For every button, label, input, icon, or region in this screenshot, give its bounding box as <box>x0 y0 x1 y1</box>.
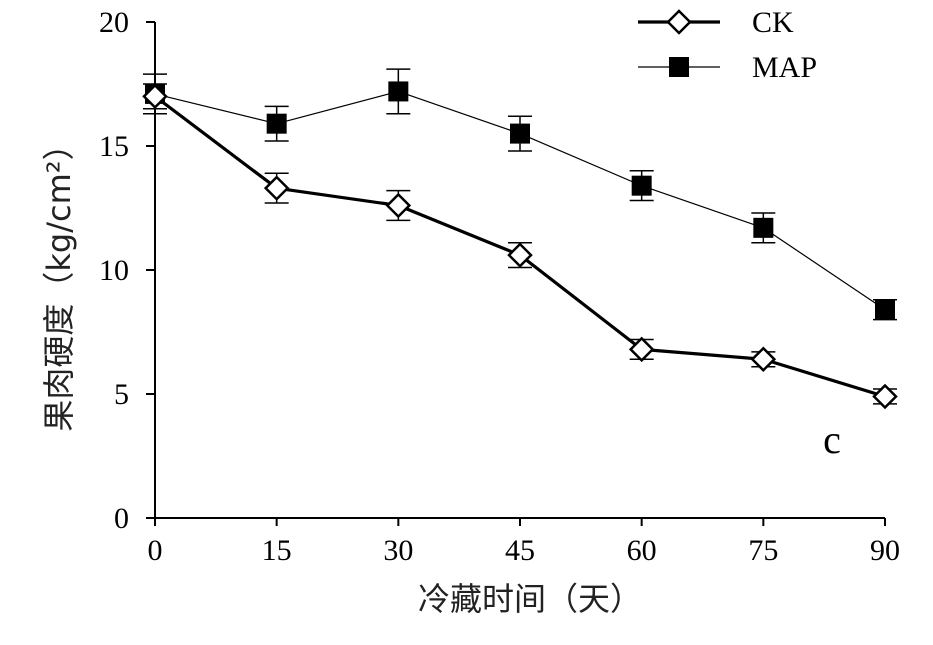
data-point <box>263 175 290 201</box>
data-point <box>385 192 412 219</box>
data-point <box>507 242 533 268</box>
legend-marker-shape <box>666 9 692 35</box>
y-tick-label: 10 <box>99 254 129 287</box>
x-axis-ticks: 0 15 30 45 60 75 90 <box>148 518 900 567</box>
panel-label: c <box>823 417 841 462</box>
x-tick-label: 90 <box>870 534 900 567</box>
y-axis-title: 果肉硬度（kg/cm²） <box>40 128 78 431</box>
x-tick-label: 15 <box>262 534 292 567</box>
y-tick-label: 15 <box>99 130 129 163</box>
x-tick-label: 0 <box>148 534 163 567</box>
y-tick-label: 0 <box>114 502 129 535</box>
legend-marker-shape <box>669 57 689 77</box>
x-tick-label: 45 <box>505 534 535 567</box>
data-point <box>142 83 168 110</box>
data-point <box>875 299 895 320</box>
series-map <box>143 68 897 321</box>
legend-marker-ck <box>666 9 692 35</box>
data-point <box>388 81 409 102</box>
data-point <box>872 383 898 410</box>
data-point <box>266 113 287 134</box>
legend: CK MAP <box>638 6 817 84</box>
series-layer <box>142 68 898 410</box>
data-point <box>750 346 777 373</box>
x-tick-label: 30 <box>383 534 413 567</box>
series-ck <box>142 83 898 410</box>
data-point <box>628 336 655 363</box>
legend-label-ck: CK <box>752 6 794 39</box>
data-point <box>753 217 774 238</box>
data-point <box>510 123 530 144</box>
axes <box>154 22 885 519</box>
y-tick-label: 5 <box>114 378 129 411</box>
data-point <box>631 175 652 196</box>
x-tick-label: 60 <box>627 534 657 567</box>
legend-label-map: MAP <box>752 51 817 84</box>
x-axis-title: 冷藏时间（天） <box>418 580 642 618</box>
legend-marker-map <box>669 57 689 77</box>
x-tick-label: 75 <box>748 534 778 567</box>
y-tick-label: 20 <box>99 6 129 39</box>
y-axis-ticks: 0 5 10 15 20 <box>99 6 155 535</box>
